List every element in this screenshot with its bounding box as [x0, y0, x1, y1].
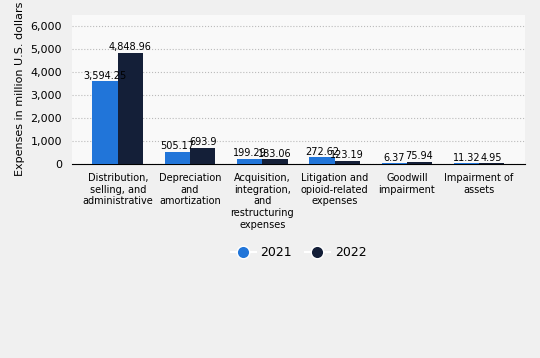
Legend: 2021, 2022: 2021, 2022	[226, 241, 372, 264]
Text: 199.29: 199.29	[233, 148, 267, 158]
Bar	[237, 159, 262, 164]
Bar	[335, 161, 360, 164]
Bar	[407, 162, 432, 164]
Text: 11.32: 11.32	[453, 153, 480, 163]
Text: 183.06: 183.06	[258, 149, 292, 159]
Text: 4,848.96: 4,848.96	[109, 42, 152, 52]
Bar	[118, 53, 143, 164]
Text: 693.9: 693.9	[189, 137, 217, 147]
Bar	[309, 157, 335, 164]
Text: 6.37: 6.37	[383, 153, 405, 163]
Text: 4.95: 4.95	[481, 153, 503, 163]
Text: 75.94: 75.94	[406, 151, 434, 161]
Bar	[262, 159, 288, 164]
Bar	[190, 148, 215, 164]
Text: 505.17: 505.17	[160, 141, 194, 151]
Text: 123.19: 123.19	[330, 150, 364, 160]
Bar	[92, 81, 118, 164]
Y-axis label: Expenses in million U.S. dollars: Expenses in million U.S. dollars	[15, 2, 25, 176]
Text: 272.62: 272.62	[305, 147, 339, 156]
Bar	[165, 152, 190, 164]
Text: 3,594.25: 3,594.25	[84, 71, 127, 81]
